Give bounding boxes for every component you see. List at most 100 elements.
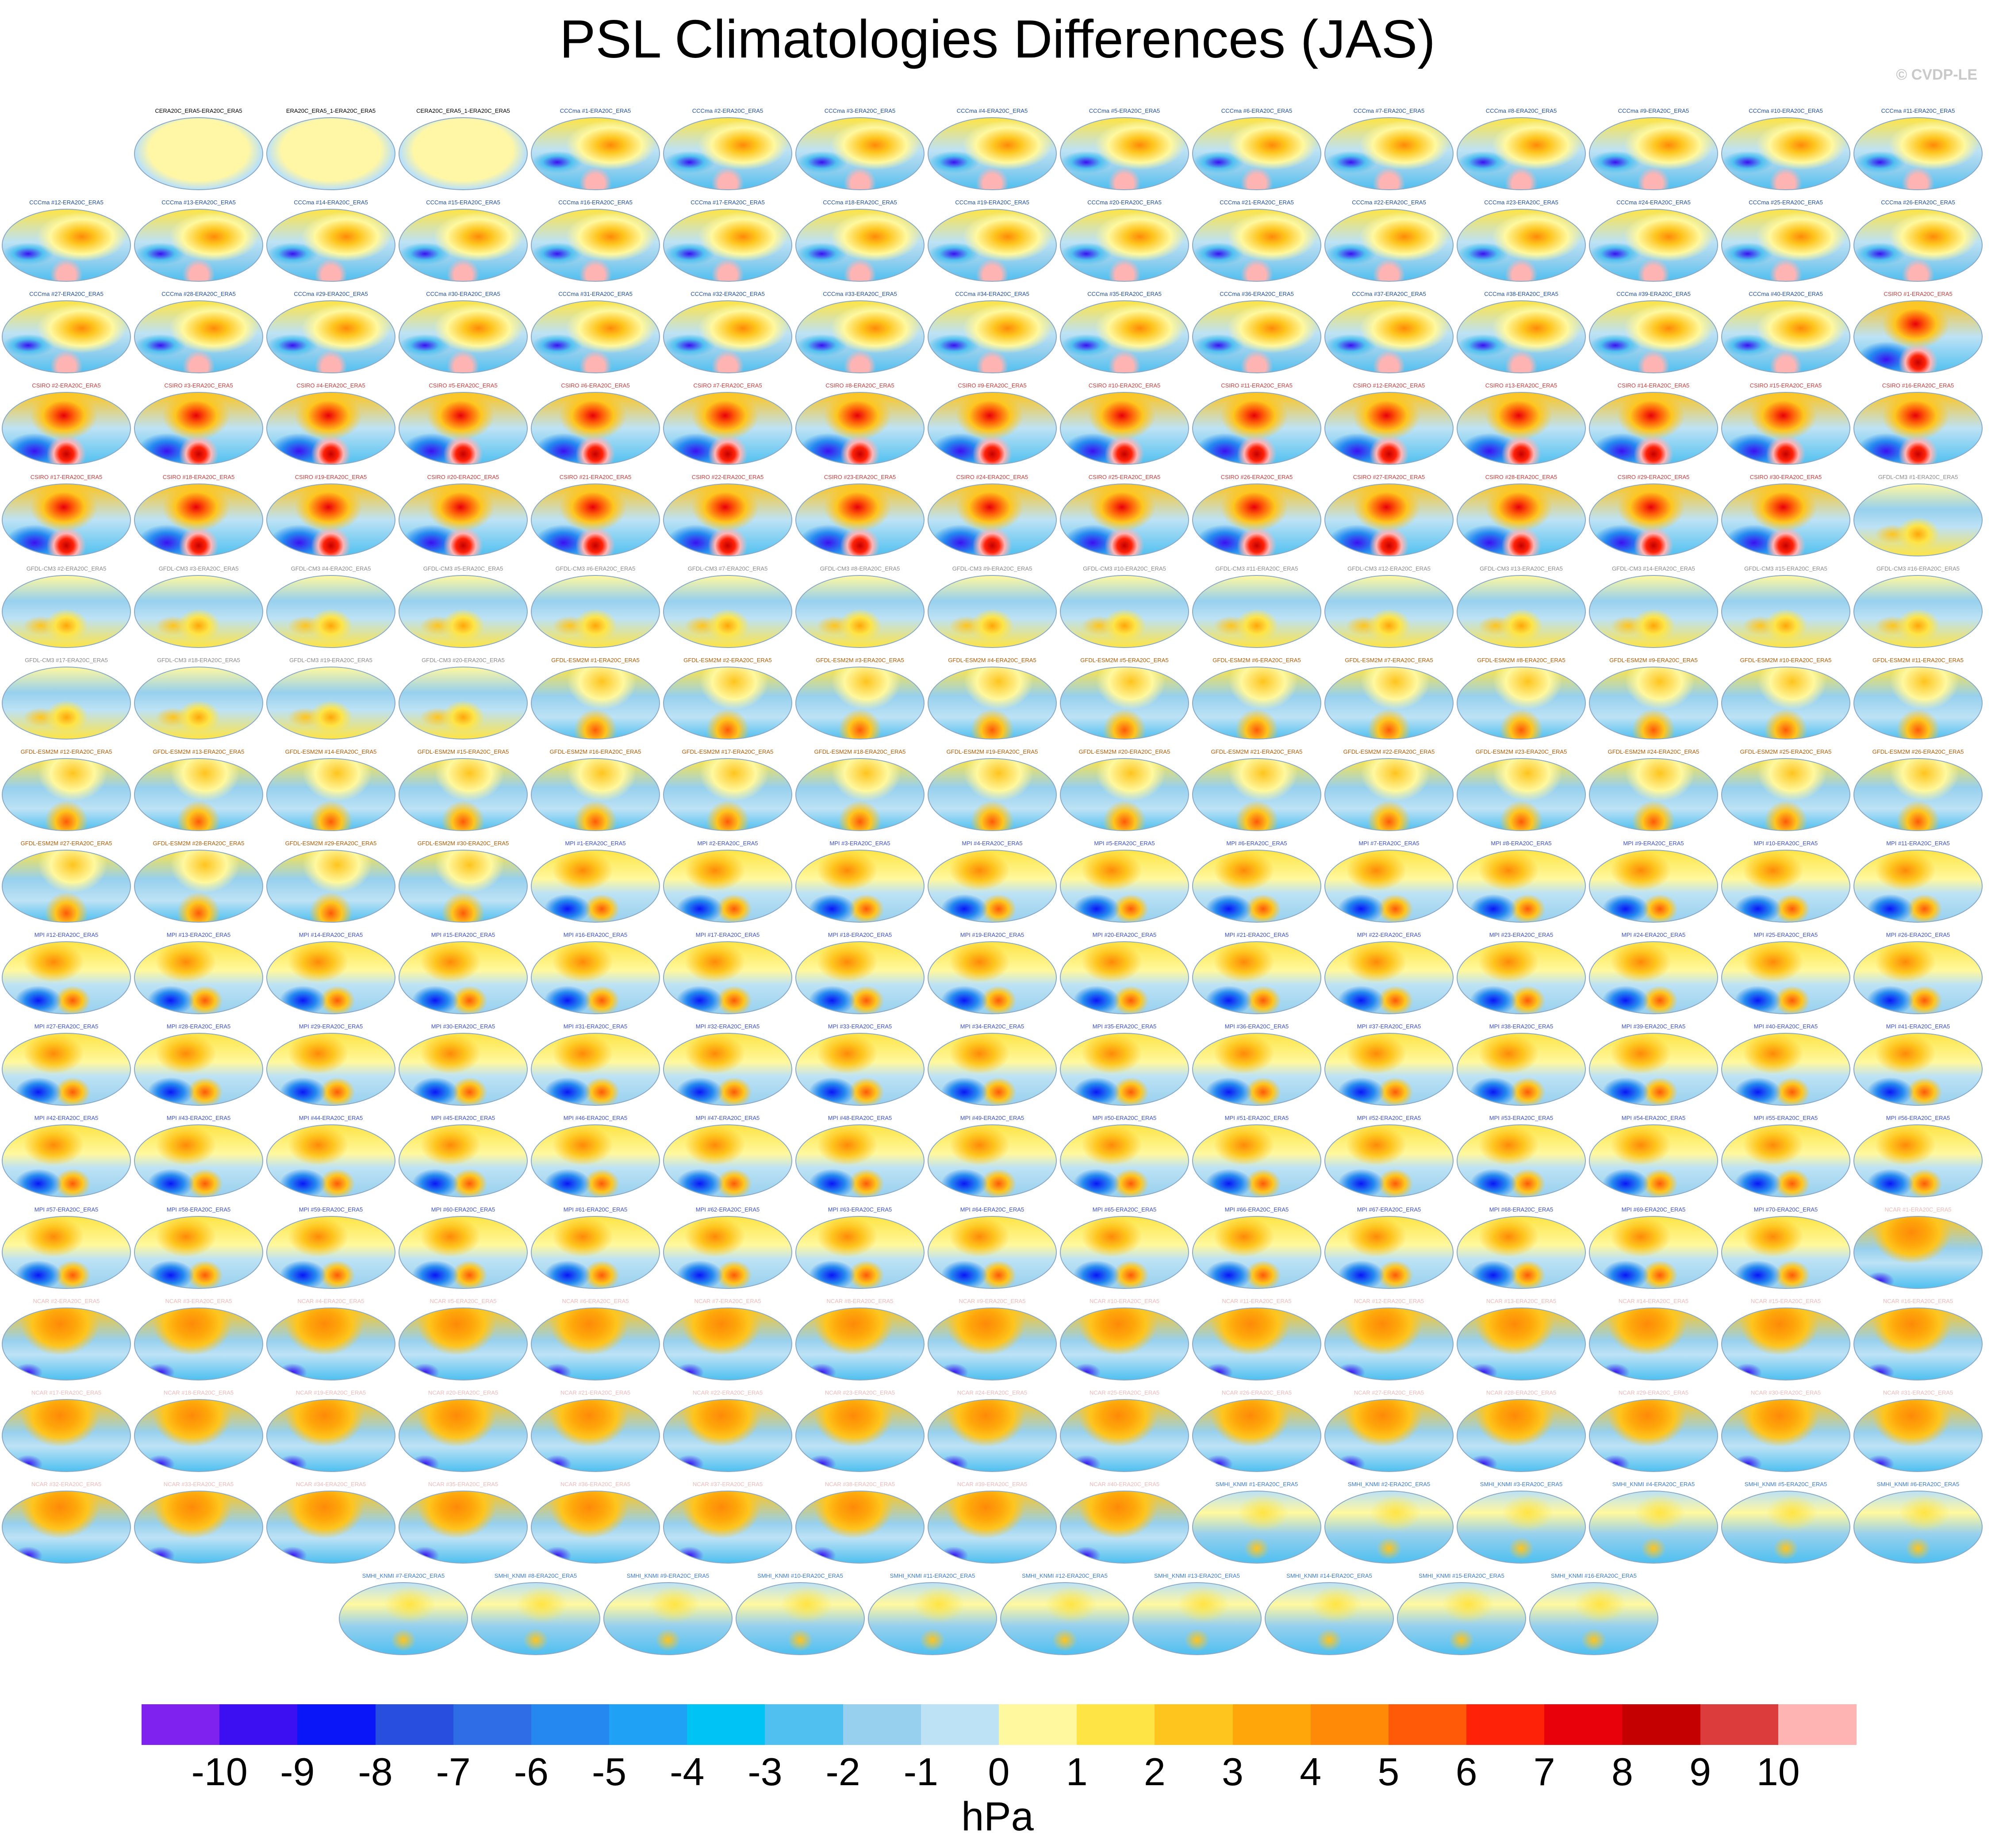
map-panel (1721, 300, 1850, 373)
panel-title: SMHI_KNMI #15-ERA20C_ERA5 (1419, 1572, 1504, 1579)
map-panel (1457, 209, 1586, 282)
map-panel (2, 483, 131, 556)
panel-title: MPI #11-ERA20C_ERA5 (1886, 840, 1950, 847)
map-panel (1192, 575, 1321, 648)
map-panel (795, 1399, 925, 1472)
map-panel (134, 1491, 263, 1564)
colorbar-units-label: hPa (961, 1794, 1034, 1839)
map-panel (1060, 575, 1189, 648)
panel-title: MPI #60-ERA20C_ERA5 (431, 1206, 495, 1213)
map-panel (663, 758, 792, 831)
panel-title: CCCma #9-ERA20C_ERA5 (1618, 107, 1689, 114)
colorbar-swatch (1544, 1704, 1623, 1745)
panel-title: MPI #17-ERA20C_ERA5 (695, 932, 760, 938)
panel-title: MPI #24-ERA20C_ERA5 (1621, 932, 1686, 938)
panel-title: GFDL-CM3 #18-ERA20C_ERA5 (157, 657, 240, 663)
map-panel (1457, 1491, 1586, 1564)
map-panel (2, 667, 131, 740)
panel-title: CSIRO #5-ERA20C_ERA5 (429, 382, 498, 389)
map-panel (1589, 392, 1718, 465)
panel-title: CCCma #21-ERA20C_ERA5 (1220, 199, 1294, 206)
map-panel (399, 300, 528, 373)
panel-title: NCAR #32-ERA20C_ERA5 (31, 1481, 102, 1488)
map-panel (2, 575, 131, 648)
panel-title: MPI #28-ERA20C_ERA5 (166, 1023, 231, 1030)
panel-title: CSIRO #8-ERA20C_ERA5 (825, 382, 894, 389)
map-panel (1589, 941, 1718, 1014)
panel-title: MPI #48-ERA20C_ERA5 (828, 1115, 892, 1121)
map-panel (1457, 1307, 1586, 1380)
map-panel (1589, 1033, 1718, 1106)
panel-title: MPI #20-ERA20C_ERA5 (1092, 932, 1157, 938)
map-panel (266, 300, 395, 373)
panel-title: MPI #5-ERA20C_ERA5 (1094, 840, 1155, 847)
colorbar-swatch (609, 1704, 688, 1745)
map-panel (1589, 209, 1718, 282)
map-panel (1192, 850, 1321, 923)
panel-title: NCAR #35-ERA20C_ERA5 (428, 1481, 499, 1488)
map-panel (1192, 209, 1321, 282)
panel-title: NCAR #5-ERA20C_ERA5 (430, 1298, 497, 1304)
panel-title: NCAR #34-ERA20C_ERA5 (295, 1481, 366, 1488)
panel-title: NCAR #40-ERA20C_ERA5 (1089, 1481, 1160, 1488)
map-panel (134, 850, 263, 923)
map-panel (399, 117, 528, 190)
panel-title: CCCma #1-ERA20C_ERA5 (560, 107, 631, 114)
map-panel (663, 483, 792, 556)
panel-title: CSIRO #4-ERA20C_ERA5 (296, 382, 365, 389)
map-panel (134, 941, 263, 1014)
panel-title: GFDL-ESM2M #29-ERA20C_ERA5 (285, 840, 377, 847)
panel-title: CCCma #29-ERA20C_ERA5 (294, 291, 368, 297)
panel-title: MPI #16-ERA20C_ERA5 (563, 932, 628, 938)
panel-title: CSIRO #15-ERA20C_ERA5 (1749, 382, 1822, 389)
panel-title: MPI #64-ERA20C_ERA5 (960, 1206, 1024, 1213)
map-panel (1457, 483, 1586, 556)
map-panel (795, 667, 925, 740)
panel-title: GFDL-ESM2M #4-ERA20C_ERA5 (948, 657, 1036, 663)
map-panel (1457, 575, 1586, 648)
panel-title: GFDL-ESM2M #24-ERA20C_ERA5 (1608, 748, 1700, 755)
panel-title: GFDL-ESM2M #25-ERA20C_ERA5 (1740, 748, 1832, 755)
panel-title: NCAR #19-ERA20C_ERA5 (295, 1389, 366, 1396)
map-panel (531, 1216, 660, 1289)
panel-title: MPI #1-ERA20C_ERA5 (565, 840, 626, 847)
panel-title: MPI #44-ERA20C_ERA5 (299, 1115, 363, 1121)
map-panel (1853, 758, 1983, 831)
panel-title: MPI #27-ERA20C_ERA5 (34, 1023, 99, 1030)
map-panel (1324, 392, 1454, 465)
map-panel (531, 667, 660, 740)
colorbar-tick-label: -4 (670, 1750, 705, 1794)
panel-title: NCAR #36-ERA20C_ERA5 (560, 1481, 631, 1488)
panel-title: MPI #9-ERA20C_ERA5 (1623, 840, 1684, 847)
panel-title: SMHI_KNMI #1-ERA20C_ERA5 (1215, 1481, 1298, 1488)
panel-title: NCAR #17-ERA20C_ERA5 (31, 1389, 102, 1396)
colorbar-tick-label: 2 (1143, 1750, 1166, 1794)
panel-title: CCCma #39-ERA20C_ERA5 (1616, 291, 1691, 297)
map-panel (1192, 300, 1321, 373)
colorbar-tick-label: 8 (1611, 1750, 1633, 1794)
panel-title: CSIRO #9-ERA20C_ERA5 (958, 382, 1027, 389)
map-panel (1853, 392, 1983, 465)
map-panel (795, 1033, 925, 1106)
colorbar-swatch (375, 1704, 454, 1745)
panel-title: CCCma #12-ERA20C_ERA5 (29, 199, 104, 206)
map-panel (134, 209, 263, 282)
panel-title: CCCma #27-ERA20C_ERA5 (29, 291, 104, 297)
panel-title: CCCma #36-ERA20C_ERA5 (1220, 291, 1294, 297)
map-panel (928, 1491, 1057, 1564)
map-panel (266, 117, 395, 190)
panel-title: CCCma #28-ERA20C_ERA5 (161, 291, 236, 297)
colorbar-tick-label: 9 (1689, 1750, 1711, 1794)
map-panel (928, 667, 1057, 740)
panel-title: CCCma #11-ERA20C_ERA5 (1881, 107, 1955, 114)
panel-title: NCAR #6-ERA20C_ERA5 (562, 1298, 629, 1304)
panel-title: CCCma #24-ERA20C_ERA5 (1616, 199, 1691, 206)
map-panel (531, 209, 660, 282)
map-panel (663, 1216, 792, 1289)
map-panel (663, 300, 792, 373)
panel-title: SMHI_KNMI #9-ERA20C_ERA5 (626, 1572, 710, 1579)
colorbar-tick-label: 3 (1222, 1750, 1244, 1794)
panel-title: NCAR #8-ERA20C_ERA5 (826, 1298, 894, 1304)
map-panel (1853, 483, 1983, 556)
map-panel (928, 1307, 1057, 1380)
